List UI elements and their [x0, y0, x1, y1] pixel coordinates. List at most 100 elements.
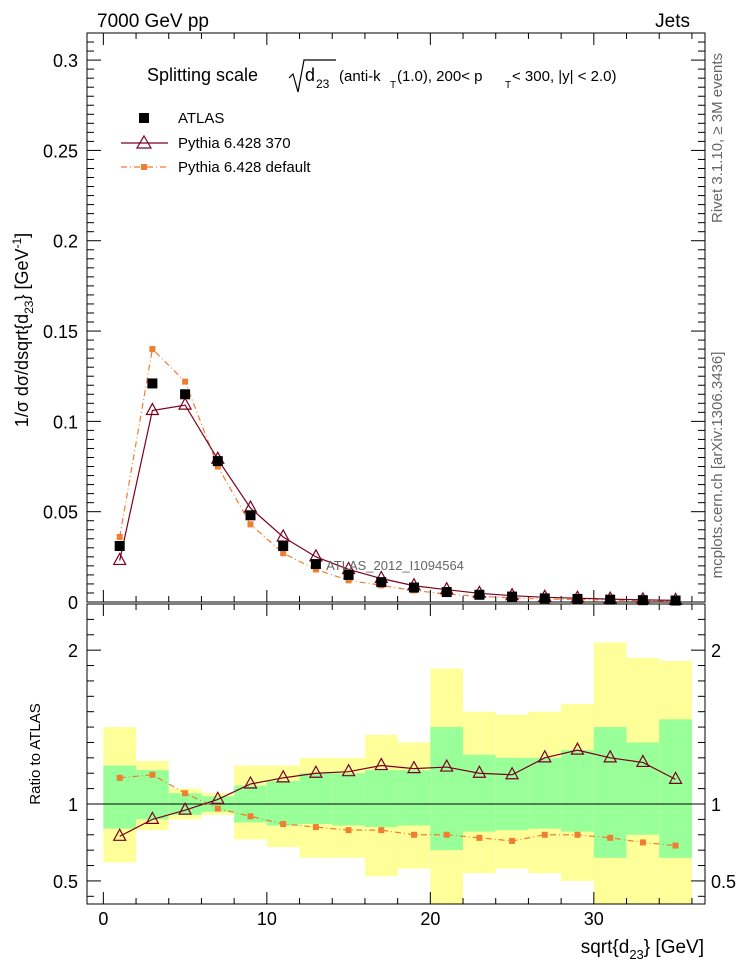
ratio-point-pythia-370 [472, 764, 487, 778]
title-sqrt-base: d [305, 65, 315, 85]
series-line-pythia-370 [119, 404, 676, 601]
ratio-point-pythia-default [672, 842, 679, 849]
title-cuts-a-sub: T [390, 80, 396, 91]
band-inner [463, 754, 496, 832]
x-axis-label: sqrt{d23} [GeV] [581, 937, 704, 962]
title-cuts-b-sub: T [505, 80, 511, 91]
title-cuts-b: (1.0), 200< p [397, 68, 482, 85]
analysis-id-watermark: ATLAS_2012_I1094564 [326, 558, 464, 573]
point-atlas [376, 577, 387, 588]
y-tick-label: 0.15 [43, 322, 78, 342]
band-inner [626, 742, 660, 835]
band-inner [332, 773, 365, 826]
ratio-point-pythia-370 [570, 741, 585, 755]
ylabel-main-text: 1/σ dσ/dsqrt{d [12, 314, 32, 427]
ratio-point-pythia-370 [145, 811, 160, 824]
ylabel-main-close: ] [12, 233, 32, 238]
energy-label: 7000 GeV pp [97, 11, 209, 32]
ratio-point-pythia-default [312, 824, 319, 831]
point-atlas [670, 595, 681, 606]
point-atlas [408, 582, 419, 593]
ratio-uncertainty-bands [103, 642, 692, 904]
ratio-point-pythia-370 [308, 764, 323, 778]
legend-pdef-marker [141, 164, 147, 170]
ratio-y-tick-label-right: 0.5 [711, 872, 736, 892]
ratio-point-pythia-370 [243, 775, 258, 789]
ratio-frame [86, 603, 706, 905]
legend: ATLAS Pythia 6.428 370 Pythia 6.428 defa… [121, 110, 311, 176]
point-pythia-370 [112, 552, 127, 566]
point-pythia-default [280, 550, 287, 557]
ratio-point-pythia-default [247, 813, 254, 820]
point-atlas [539, 593, 550, 604]
band-inner [266, 780, 300, 826]
ylabel-main-sub: 23 [22, 300, 36, 314]
band-inner [528, 757, 562, 829]
ratio-point-pythia-default [182, 790, 189, 797]
ratio-point-pythia-default [280, 821, 287, 827]
ratio-point-pythia-370 [178, 801, 193, 815]
ratio-point-pythia-370 [276, 769, 291, 783]
ratio-point-pythia-default [345, 827, 352, 834]
ratio-point-pythia-370 [112, 828, 127, 841]
xlabel-end: } [GeV] [644, 937, 704, 958]
point-atlas [310, 559, 321, 570]
x-tick-label: 10 [257, 909, 277, 929]
legend-atlas-marker [139, 113, 149, 123]
title-cuts-c: < 300, |y| < 2.0) [512, 68, 617, 85]
y-tick-label: 0.25 [43, 141, 78, 161]
rivet-version-text: Rivet 3.1.10, ≥ 3M events [709, 53, 726, 223]
ratio-point-pythia-default [607, 834, 614, 841]
ratio-point-pythia-370 [603, 749, 618, 763]
ratio-point-pythia-default [410, 831, 417, 838]
point-atlas [474, 589, 485, 600]
ratio-y-tick-label-left: 1 [68, 795, 78, 815]
legend-atlas-label: ATLAS [178, 110, 224, 127]
ratio-point-pythia-default [509, 837, 516, 844]
point-atlas [637, 595, 648, 606]
plot-title: Splitting scale d 23 (anti-k T (1.0), 20… [147, 59, 617, 93]
svg-text:sqrt{d23} [GeV]: sqrt{d23} [GeV] [581, 937, 704, 962]
y-tick-label: 0.1 [53, 412, 78, 432]
point-atlas [114, 541, 125, 552]
ratio-point-pythia-370 [406, 760, 421, 774]
point-pythia-default [214, 463, 221, 470]
legend-p370-label: Pythia 6.428 370 [178, 135, 291, 152]
ratio-line-pythia-default [119, 774, 676, 847]
xlabel-text: sqrt{d [581, 937, 630, 958]
title-sqrt-sub: 23 [316, 77, 330, 91]
ratio-plot-area [112, 741, 683, 849]
main-y-axis-label: 1/σ dσ/dsqrt{d23} [GeV-1] [10, 233, 36, 427]
point-pythia-default [182, 378, 189, 385]
ylabel-main-end: } [GeV [12, 249, 32, 301]
point-pythia-370 [276, 528, 291, 542]
point-atlas [605, 594, 616, 605]
ratio-axis-ticks: 0.5 0.51 12 20 10 20 30 [53, 604, 736, 929]
ratio-point-pythia-default [116, 774, 123, 781]
point-atlas [180, 389, 191, 400]
main-plot-area [112, 346, 683, 606]
point-pythia-default [149, 346, 156, 353]
ratio-point-pythia-default [443, 831, 450, 838]
ratio-point-pythia-default [639, 839, 646, 846]
sqrt-symbol [288, 59, 336, 93]
band-inner [397, 770, 431, 826]
ylabel-main-sup: -1 [10, 238, 24, 249]
ratio-y-axis-label: Ratio to ATLAS [27, 703, 44, 804]
point-atlas [212, 456, 223, 467]
main-frame [86, 32, 706, 603]
legend-pdef-label: Pythia 6.428 default [178, 159, 311, 176]
ratio-point-pythia-370 [635, 754, 650, 768]
ratio-y-tick-label-right: 1 [711, 795, 721, 815]
band-inner [299, 773, 333, 824]
xlabel-sub: 23 [629, 947, 643, 962]
point-pythia-370 [145, 402, 160, 416]
point-pythia-370 [178, 396, 193, 410]
process-label: Jets [655, 11, 690, 32]
legend-p370-marker [135, 134, 153, 149]
point-pythia-default [345, 577, 352, 584]
mcplots-credit-text: mcplots.cern.ch [arXiv:1306.3436] [709, 352, 726, 579]
ratio-y-tick-label-left: 0.5 [53, 872, 78, 892]
ratio-point-pythia-370 [668, 771, 683, 784]
ratio-y-tick-label-left: 2 [68, 641, 78, 661]
